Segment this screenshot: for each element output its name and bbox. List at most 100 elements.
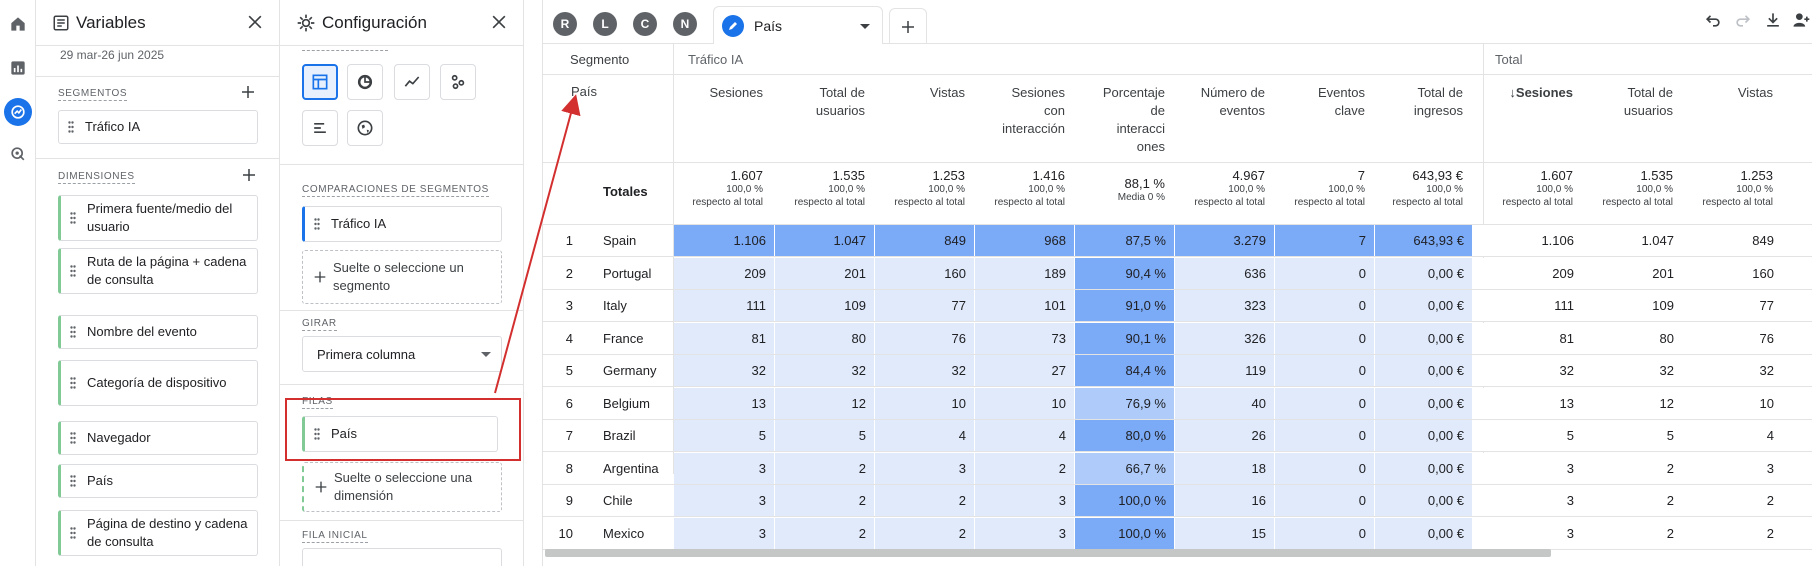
total-percent: 100,0 % — [1636, 184, 1673, 195]
drag-handle-icon[interactable] — [70, 377, 76, 389]
line-viz-button[interactable] — [394, 64, 430, 100]
reports-icon[interactable] — [4, 54, 32, 82]
drag-handle-icon[interactable] — [70, 326, 76, 338]
add-segment-icon[interactable] — [239, 83, 257, 101]
data-cell: 15 — [1175, 517, 1274, 549]
start-row-input[interactable]: 1 — [302, 548, 502, 566]
row-country[interactable]: Mexico — [603, 525, 645, 541]
drag-handle-icon[interactable] — [314, 428, 320, 440]
data-cell: 189 — [975, 257, 1074, 289]
column-header[interactable]: Total de ingresos — [1375, 84, 1463, 120]
data-cell: 10 — [1683, 387, 1782, 419]
table-row[interactable]: 1 Spain 1.106 1.047 849 968 87,5 % 3.279 7 643,93… — [543, 225, 1812, 257]
segment-comparison-chip[interactable]: Tráfico IA — [302, 206, 502, 242]
table-row[interactable]: 4 France 81 80 76 73 90,1 % 326 0 0,00 €81 80 76 — [543, 322, 1812, 355]
column-header[interactable]: Porcentaje de interacci ones — [1075, 84, 1165, 156]
column-header-line: interacción — [1002, 121, 1065, 136]
table-row[interactable]: 5 Germany 32 32 32 27 84,4 % 119 0 0,00 €32 32 32 — [543, 355, 1812, 387]
tab-r[interactable]: R — [553, 12, 577, 36]
dimension-chip[interactable]: Primera fuente/medio del usuario — [58, 195, 258, 241]
segment-dropzone[interactable]: Suelte o seleccione un segmento — [302, 250, 502, 304]
tab-pais[interactable]: País — [713, 6, 883, 44]
row-country[interactable]: Brazil — [603, 428, 636, 443]
column-header[interactable]: ↓Sesiones — [1483, 84, 1573, 102]
column-header[interactable]: Total de usuarios — [775, 84, 865, 120]
drag-handle-icon[interactable] — [314, 218, 320, 230]
share-users-icon[interactable] — [1791, 10, 1811, 30]
row-country[interactable]: France — [603, 330, 644, 346]
column-header[interactable]: Total de usuarios — [1583, 84, 1673, 120]
drag-handle-icon[interactable] — [70, 432, 76, 444]
row-dropzone[interactable]: Suelte o seleccione una dimensión — [302, 462, 502, 512]
drag-handle-icon[interactable] — [68, 121, 74, 133]
row-country[interactable]: Italy — [603, 298, 627, 313]
tab-n[interactable]: N — [673, 12, 697, 36]
dimension-chip[interactable]: Categoría de dispositivo — [58, 360, 258, 406]
table-row[interactable]: 10 Mexico 3 2 2 3 100,0 % 15 0 0,00 €3 2 2 — [543, 517, 1812, 550]
segment-chip[interactable]: Tráfico IA — [58, 110, 258, 144]
horizontal-scrollbar[interactable] — [545, 549, 1551, 557]
column-header[interactable]: Vistas — [1683, 84, 1773, 102]
data-cell: 0,00 € — [1375, 452, 1472, 484]
total-cell: 7 100,0 % respecto al total — [1275, 168, 1365, 209]
drag-handle-icon[interactable] — [70, 475, 76, 487]
dimension-chip[interactable]: Ruta de la página + cadena de consulta — [58, 248, 258, 294]
explore-icon[interactable] — [4, 98, 32, 126]
dimension-chip[interactable]: Nombre del evento — [58, 315, 258, 349]
pivot-select[interactable]: Primera columna — [302, 336, 502, 372]
table-row[interactable]: 2 Portugal 209 201 160 189 90,4 % 636 0 0,00 €209… — [543, 257, 1812, 290]
data-cell: 5 — [1583, 420, 1682, 451]
close-icon[interactable] — [489, 12, 509, 32]
row-dimension-chip[interactable]: País — [302, 416, 498, 452]
row-country[interactable]: Spain — [603, 233, 637, 248]
row-country[interactable]: Chile — [603, 493, 633, 508]
tab-l[interactable]: L — [593, 12, 617, 36]
add-dimension-icon[interactable] — [240, 166, 258, 184]
dimension-chip[interactable]: País — [58, 464, 258, 498]
table-row[interactable]: 9 Chile 3 2 2 3 100,0 % 16 0 0,00 €3 2 2 — [543, 485, 1812, 517]
data-cell: 3 — [674, 517, 774, 549]
table-row[interactable]: 6 Belgium 13 12 10 10 76,9 % 40 0 0,00 €13 12 10 — [543, 387, 1812, 420]
home-icon[interactable] — [4, 10, 32, 38]
undo-icon[interactable] — [1703, 10, 1723, 30]
column-header[interactable]: Sesiones con interacción — [975, 84, 1065, 138]
column-header[interactable]: Número de eventos — [1175, 84, 1265, 120]
table-row[interactable]: 7 Brazil 5 5 4 4 80,0 % 26 0 0,00 €5 5 4 — [543, 420, 1812, 452]
advertising-icon[interactable] — [4, 140, 32, 168]
table-row[interactable]: 3 Italy 111 109 77 101 91,0 % 323 0 0,00 €111 109 7… — [543, 290, 1812, 322]
total-value: 88,1 % — [1124, 176, 1165, 191]
dimension-chip[interactable]: Navegador — [58, 421, 258, 455]
column-header[interactable]: Vistas — [875, 84, 965, 102]
date-range[interactable]: 29 mar-26 jun 2025 — [60, 48, 165, 62]
chevron-down-icon[interactable] — [860, 24, 870, 29]
geo-viz-button[interactable] — [347, 110, 383, 146]
total-value: 1.416 — [1032, 168, 1065, 183]
bar-viz-button[interactable] — [302, 110, 338, 146]
row-country[interactable]: Germany — [603, 363, 657, 378]
drag-handle-icon[interactable] — [70, 265, 76, 277]
total-note: respecto al total — [1392, 197, 1463, 208]
chevron-down-icon — [481, 352, 491, 357]
tab-c[interactable]: C — [633, 12, 657, 36]
drag-handle-icon[interactable] — [70, 527, 76, 539]
column-header[interactable]: Sesiones — [673, 84, 763, 102]
table-row[interactable]: 8 Argentina 3 2 3 2 66,7 % 18 0 0,00 €3 2 3 — [543, 452, 1812, 485]
add-tab-button[interactable] — [889, 8, 927, 44]
data-cell: 10 — [975, 387, 1074, 419]
data-cell: 100,0 % — [1075, 517, 1174, 549]
download-icon[interactable] — [1763, 10, 1783, 30]
dimension-chip[interactable]: Página de destino y cadena de consulta — [58, 510, 258, 556]
scatter-viz-button[interactable] — [440, 64, 476, 100]
table-viz-button[interactable] — [302, 64, 338, 100]
data-cell: 90,4 % — [1075, 257, 1174, 289]
row-country[interactable]: Belgium — [603, 395, 650, 411]
dimension-header-pais[interactable]: País — [571, 84, 598, 99]
donut-viz-button[interactable] — [347, 64, 383, 100]
drag-handle-icon[interactable] — [70, 212, 76, 224]
redo-icon[interactable] — [1733, 10, 1753, 30]
row-country[interactable]: Argentina — [603, 460, 659, 476]
dimension-chip-label: Navegador — [87, 430, 151, 445]
column-header[interactable]: Eventos clave — [1275, 84, 1365, 120]
row-country[interactable]: Portugal — [603, 265, 652, 281]
close-icon[interactable] — [245, 12, 265, 32]
